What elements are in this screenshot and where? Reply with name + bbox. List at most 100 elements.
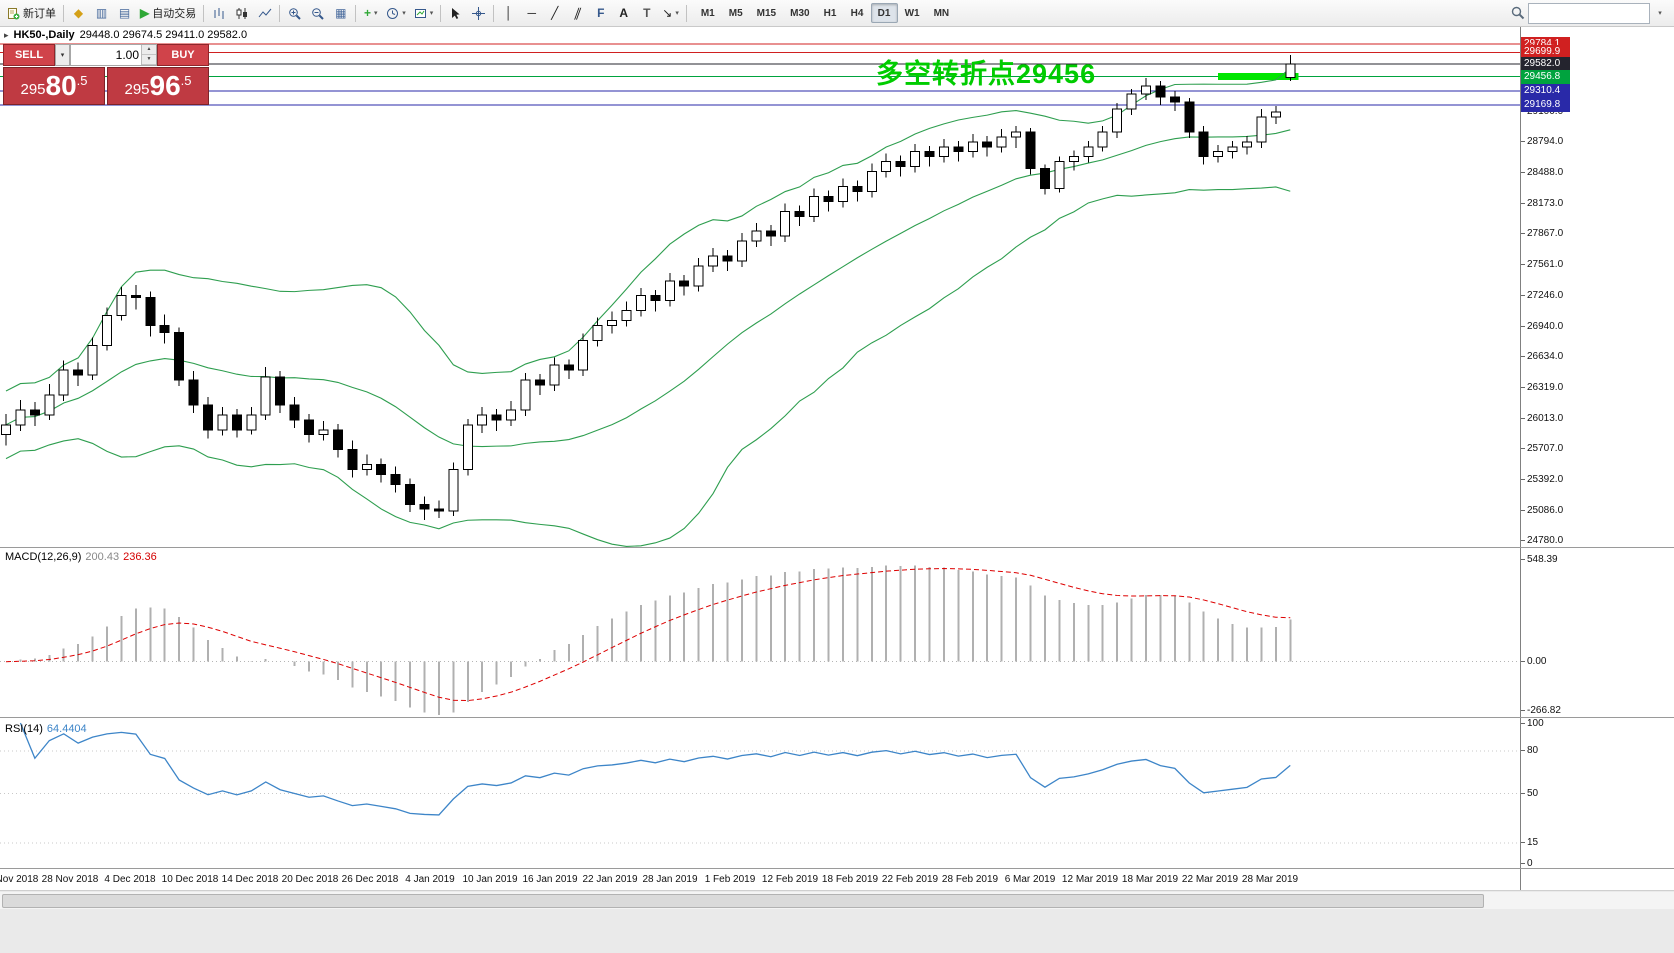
- zoom-in-button[interactable]: [283, 2, 306, 24]
- new-order-button[interactable]: 新订单: [3, 2, 60, 24]
- market-watch-button[interactable]: ▥: [90, 2, 113, 24]
- timeframe-h4[interactable]: H4: [844, 3, 871, 23]
- rsi-line: [19, 722, 1291, 816]
- buy-price-button[interactable]: 295 96.5: [107, 67, 209, 105]
- cursor-tool-button[interactable]: [444, 2, 467, 24]
- data-window-button[interactable]: ▤: [113, 2, 136, 24]
- volume-input[interactable]: [71, 45, 141, 65]
- timeframe-d1[interactable]: D1: [870, 3, 898, 23]
- horizontal-line-tool-button[interactable]: ─: [520, 2, 543, 24]
- timeframe-m1[interactable]: M1: [694, 3, 722, 23]
- timeframe-m5[interactable]: M5: [722, 3, 750, 23]
- candle: [1155, 85, 1166, 98]
- search-dropdown-button[interactable]: ▾: [1653, 2, 1667, 24]
- panel-separator[interactable]: [0, 547, 1674, 548]
- sell-price-button[interactable]: 295 80.5: [3, 67, 105, 105]
- template-icon: [414, 8, 426, 18]
- label-tool-icon: T: [643, 6, 651, 20]
- candle: [506, 409, 517, 421]
- one-click-toggle-icon[interactable]: ▸: [4, 29, 9, 40]
- timeframe-m30[interactable]: M30: [783, 3, 816, 23]
- profiles-button[interactable]: ◆: [67, 2, 90, 24]
- horizontal-scrollbar[interactable]: [0, 892, 1674, 909]
- crosshair-tool-button[interactable]: [467, 2, 490, 24]
- zoom-in-icon: [288, 7, 301, 20]
- channel-tool-button[interactable]: ∥: [566, 2, 589, 24]
- trade-options-dropdown[interactable]: ▾: [55, 44, 70, 66]
- line-chart-button[interactable]: [253, 2, 276, 24]
- candle: [1112, 108, 1123, 133]
- candle: [837, 185, 848, 202]
- vertical-line-tool-button[interactable]: │: [497, 2, 520, 24]
- candle: [318, 429, 329, 436]
- volume-spinner: ▲ ▼: [141, 45, 156, 65]
- arrows-tool-button[interactable]: ↘ ▾: [658, 2, 683, 24]
- tile-windows-icon: ▦: [335, 6, 347, 20]
- macd-signal-line: [5, 568, 1291, 702]
- toolbar-separator: [355, 4, 357, 22]
- candle: [87, 344, 98, 376]
- text-tool-button[interactable]: A: [612, 2, 635, 24]
- indicators-menu-button[interactable]: + ▾: [359, 2, 382, 24]
- periods-menu-button[interactable]: ▾: [382, 2, 410, 24]
- candle: [953, 146, 964, 153]
- candle: [1, 424, 11, 436]
- trendline-icon: ╱: [551, 6, 559, 20]
- tile-windows-button[interactable]: ▦: [329, 2, 352, 24]
- macd-label: MACD(12,26,9): [5, 551, 82, 563]
- price-level-badge: 29456.8: [1521, 69, 1570, 84]
- candlestick-chart-button[interactable]: [230, 2, 253, 24]
- trendline-tool-button[interactable]: ╱: [543, 2, 566, 24]
- search-icon: [1511, 6, 1525, 20]
- candle: [477, 414, 488, 426]
- candle: [549, 364, 560, 386]
- timeframe-h1[interactable]: H1: [817, 3, 844, 23]
- axis-label: 25707.0: [1520, 442, 1564, 454]
- sell-price-prefix: 295: [20, 81, 46, 98]
- chart-canvas[interactable]: [0, 26, 1520, 953]
- fibonacci-tool-button[interactable]: F: [589, 2, 612, 24]
- volume-decrease-button[interactable]: ▼: [142, 55, 156, 65]
- templates-menu-button[interactable]: ▾: [410, 2, 438, 24]
- candle: [592, 325, 603, 341]
- fibonacci-icon: F: [597, 6, 605, 20]
- sell-button[interactable]: SELL: [3, 44, 55, 66]
- panel-separator[interactable]: [0, 868, 1674, 869]
- axis-label: 28794.0: [1520, 136, 1564, 148]
- candle: [722, 255, 733, 262]
- timeframe-w1[interactable]: W1: [898, 3, 927, 23]
- axis-label: -266.82: [1521, 705, 1561, 717]
- profiles-icon: ◆: [73, 6, 84, 20]
- scrollbar-thumb[interactable]: [2, 894, 1484, 908]
- toolbar-separator: [440, 4, 442, 22]
- axis-label: 27561.0: [1520, 258, 1564, 270]
- candle: [982, 141, 993, 148]
- candle: [275, 376, 286, 406]
- price-axis[interactable]: 29100.028794.028488.028173.027867.027561…: [1520, 26, 1674, 953]
- label-tool-button[interactable]: T: [635, 2, 658, 24]
- search-input[interactable]: [1528, 2, 1650, 24]
- crosshair-icon: [472, 6, 486, 20]
- date-label: 14 Dec 2018: [221, 874, 279, 885]
- candle: [1184, 101, 1195, 133]
- candle: [73, 369, 84, 376]
- candle: [433, 508, 444, 512]
- candle: [751, 230, 762, 242]
- autotrading-play-icon: ▶: [140, 6, 150, 20]
- price-level-lines: [0, 43, 1520, 106]
- candle: [44, 394, 55, 416]
- bar-chart-button[interactable]: [207, 2, 230, 24]
- panel-separator[interactable]: [0, 717, 1674, 718]
- date-label: 22 Nov 2018: [0, 874, 39, 885]
- candle: [260, 376, 271, 416]
- volume-increase-button[interactable]: ▲: [142, 45, 156, 55]
- timeframe-mn[interactable]: MN: [927, 3, 957, 23]
- ohlc-values: 29448.0 29674.5 29411.0 29582.0: [79, 29, 248, 41]
- buy-button[interactable]: BUY: [157, 44, 209, 66]
- autotrading-button[interactable]: ▶ 自动交易: [136, 2, 200, 24]
- candle: [664, 280, 675, 302]
- zoom-out-button[interactable]: [306, 2, 329, 24]
- candle: [419, 503, 430, 510]
- timeframe-m15[interactable]: M15: [750, 3, 783, 23]
